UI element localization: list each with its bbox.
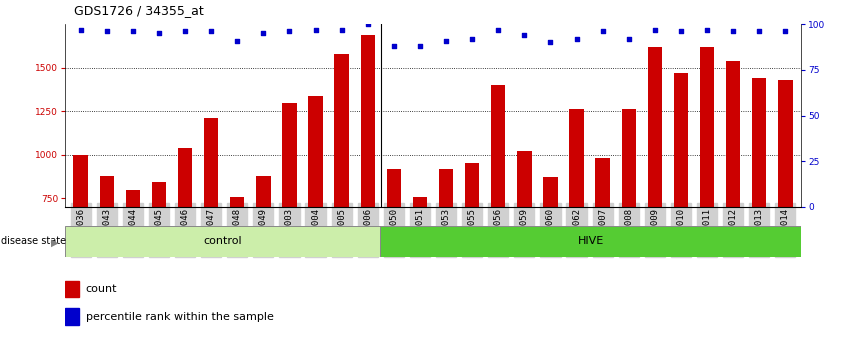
Point — [204, 29, 218, 34]
Point — [282, 29, 296, 34]
Text: GDS1726 / 34355_at: GDS1726 / 34355_at — [74, 4, 204, 17]
Text: count: count — [86, 284, 117, 294]
Bar — [204, 118, 218, 329]
Point — [700, 27, 714, 32]
Bar — [596, 158, 610, 329]
Point — [544, 40, 558, 45]
Point — [727, 29, 740, 34]
Bar — [543, 177, 558, 329]
Bar — [752, 78, 766, 329]
Bar — [569, 109, 584, 329]
Point — [152, 31, 166, 36]
Bar — [74, 155, 87, 329]
Point — [74, 27, 87, 32]
Point — [387, 43, 401, 49]
Text: percentile rank within the sample: percentile rank within the sample — [86, 312, 274, 322]
Point — [465, 36, 479, 41]
Point — [413, 43, 427, 49]
Point — [674, 29, 688, 34]
Bar — [674, 73, 688, 329]
Text: HIVE: HIVE — [578, 237, 604, 246]
Bar — [256, 176, 270, 329]
Point — [570, 36, 584, 41]
Bar — [386, 169, 401, 329]
Bar — [622, 109, 636, 329]
Point — [256, 31, 270, 36]
Bar — [360, 34, 375, 329]
Bar — [178, 148, 192, 329]
Bar — [334, 54, 349, 329]
Point — [753, 29, 766, 34]
Bar — [126, 190, 140, 329]
Point — [622, 36, 636, 41]
Bar — [65, 226, 380, 257]
Bar — [65, 281, 79, 297]
Point — [178, 29, 192, 34]
Bar — [465, 164, 480, 329]
Bar — [380, 226, 801, 257]
Bar — [152, 182, 166, 329]
Point — [439, 38, 453, 43]
Bar — [308, 96, 323, 329]
Bar — [491, 85, 506, 329]
Point — [361, 21, 375, 27]
Bar — [700, 47, 714, 329]
Bar — [65, 308, 79, 325]
Point — [648, 27, 662, 32]
Point — [517, 32, 531, 38]
Bar — [517, 151, 532, 329]
Bar — [100, 176, 114, 329]
Point — [308, 27, 322, 32]
Text: control: control — [204, 237, 242, 246]
Bar — [726, 61, 740, 329]
Point — [100, 29, 113, 34]
Point — [335, 27, 349, 32]
Point — [230, 38, 244, 43]
Bar — [779, 80, 792, 329]
Point — [779, 29, 792, 34]
Point — [126, 29, 139, 34]
Text: ▶: ▶ — [51, 238, 59, 248]
Bar — [648, 47, 662, 329]
Point — [491, 27, 505, 32]
Text: disease state: disease state — [1, 237, 66, 246]
Bar — [282, 102, 297, 329]
Bar — [230, 197, 244, 329]
Bar — [413, 197, 427, 329]
Point — [596, 29, 610, 34]
Bar — [439, 169, 453, 329]
